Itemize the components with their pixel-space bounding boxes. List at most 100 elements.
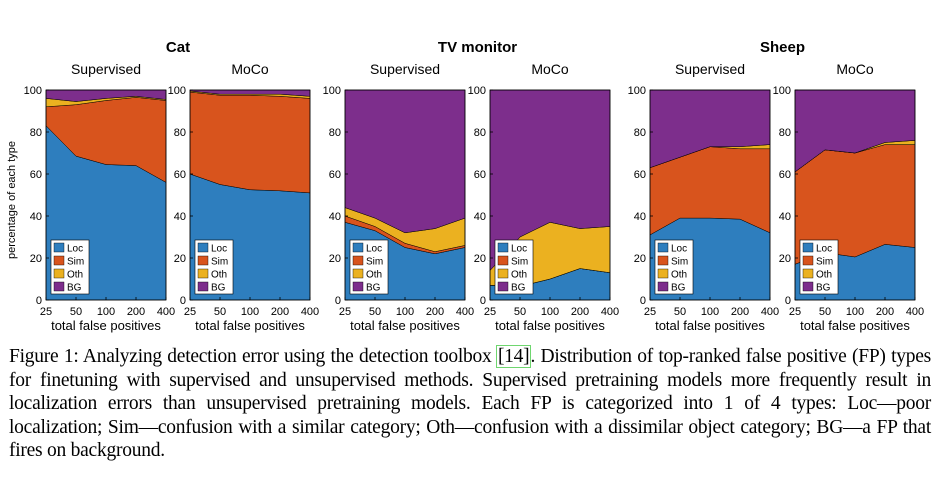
- panel-tv-monitor-supervised-xtick-label: 25: [339, 306, 351, 318]
- panel-tv-monitor-supervised-legend-swatch-oth: [352, 268, 364, 279]
- panel-sheep-moco-title: MoCo: [836, 61, 874, 77]
- panel-tv-monitor-moco-ytick-label: 100: [468, 85, 486, 97]
- panel-sheep-moco-xlabel: total false positives: [800, 318, 910, 333]
- panel-sheep-supervised-ytick-label: 80: [634, 127, 646, 139]
- panel-sheep-supervised-legend-swatch-loc: [657, 242, 669, 253]
- panel-sheep-moco-xtick-label: 100: [846, 306, 864, 318]
- panel-tv-monitor-moco-legend-swatch-loc: [497, 242, 509, 253]
- panel-tv-monitor-supervised-xlabel: total false positives: [350, 318, 460, 333]
- panel-sheep-supervised-ytick-label: 0: [640, 295, 646, 307]
- panel-cat-moco-ytick-label: 100: [168, 85, 186, 97]
- panel-tv-monitor-moco-xtick-label: 400: [601, 306, 619, 318]
- panel-tv-monitor-supervised-legend-label-sim: Sim: [366, 257, 383, 268]
- group-title-sheep: Sheep: [760, 39, 805, 56]
- panel-sheep-supervised-title: Supervised: [675, 61, 745, 77]
- panel-tv-monitor-moco-xlabel: total false positives: [495, 318, 605, 333]
- panel-sheep-moco-legend-label-sim: Sim: [816, 257, 833, 268]
- panel-cat-supervised-legend-label-loc: Loc: [67, 244, 83, 255]
- panel-tv-monitor-supervised-ytick-label: 0: [335, 295, 341, 307]
- caption-text: Figure 1: Analyzing detection error usin…: [9, 346, 497, 367]
- panel-cat-supervised-xtick-label: 50: [70, 306, 82, 318]
- panel-sheep-supervised-ytick-label: 60: [634, 169, 646, 181]
- panel-sheep-supervised-legend-swatch-bg: [657, 281, 669, 292]
- panel-sheep-supervised-xtick-label: 25: [644, 306, 656, 318]
- y-axis-label: percentage of each type: [6, 141, 18, 259]
- panel-cat-supervised-xlabel: total false positives: [51, 318, 161, 333]
- panel-tv-monitor-supervised-ytick-label: 40: [329, 211, 341, 223]
- panel-tv-monitor-moco-legend-label-loc: Loc: [511, 244, 527, 255]
- panel-tv-monitor-moco-ytick-label: 40: [474, 211, 486, 223]
- panel-cat-moco-legend-label-oth: Oth: [211, 270, 227, 281]
- panel-sheep-supervised-legend-label-sim: Sim: [671, 257, 688, 268]
- panel-sheep-moco-ytick-label: 20: [779, 253, 791, 265]
- panel-tv-monitor-moco-legend-label-sim: Sim: [511, 257, 528, 268]
- panel-tv-monitor-moco-xtick-label: 50: [514, 306, 526, 318]
- panel-tv-monitor-moco-legend-swatch-bg: [497, 281, 509, 292]
- caption-text-rest: . Distribution of top-ranked false posit…: [9, 346, 932, 461]
- panel-cat-moco-title: MoCo: [231, 61, 269, 77]
- panel-cat-moco-xtick-label: 400: [301, 306, 319, 318]
- panel-sheep-supervised-xlabel: total false positives: [655, 318, 765, 333]
- panel-sheep-supervised-ytick-label: 40: [634, 211, 646, 223]
- panel-tv-monitor-moco-legend-label-bg: BG: [511, 283, 526, 294]
- panel-cat-supervised-legend-label-bg: BG: [67, 283, 82, 294]
- panel-sheep-moco-ytick-label: 0: [785, 295, 791, 307]
- panel-cat-supervised-xtick-label: 25: [40, 306, 52, 318]
- panel-sheep-moco-legend-swatch-bg: [802, 281, 814, 292]
- panel-sheep-moco-ytick-label: 80: [779, 127, 791, 139]
- panel-cat-supervised-ytick-label: 40: [30, 211, 42, 223]
- panel-cat-moco-legend-swatch-bg: [197, 281, 209, 292]
- panel-tv-monitor-supervised-xtick-label: 50: [369, 306, 381, 318]
- panel-sheep-supervised-legend-swatch-oth: [657, 268, 669, 279]
- panel-sheep-supervised-xtick-label: 100: [701, 306, 719, 318]
- panel-tv-monitor-supervised-ytick-label: 100: [323, 85, 341, 97]
- panel-tv-monitor-supervised-xtick-label: 100: [396, 306, 414, 318]
- panel-sheep-moco-legend-label-loc: Loc: [816, 244, 832, 255]
- panel-cat-moco-ytick-label: 0: [180, 295, 186, 307]
- panel-sheep-moco-ytick-label: 100: [773, 85, 791, 97]
- panel-sheep-moco-ytick-label: 60: [779, 169, 791, 181]
- panel-cat-moco-ytick-label: 80: [174, 127, 186, 139]
- panel-tv-monitor-moco-legend-swatch-sim: [497, 255, 509, 266]
- panel-tv-monitor-supervised-legend-swatch-sim: [352, 255, 364, 266]
- panel-sheep-moco-legend-label-oth: Oth: [816, 270, 832, 281]
- panel-tv-monitor-supervised-ytick-label: 20: [329, 253, 341, 265]
- panel-tv-monitor-moco-ytick-label: 80: [474, 127, 486, 139]
- panel-sheep-moco-legend-swatch-sim: [802, 255, 814, 266]
- panel-sheep-moco-legend-swatch-loc: [802, 242, 814, 253]
- panel-cat-moco-ytick-label: 40: [174, 211, 186, 223]
- group-title-tv-monitor: TV monitor: [438, 39, 517, 56]
- panel-tv-monitor-supervised-legend-swatch-bg: [352, 281, 364, 292]
- panel-tv-monitor-supervised-legend-swatch-loc: [352, 242, 364, 253]
- panel-tv-monitor-supervised-ytick-label: 80: [329, 127, 341, 139]
- panel-sheep-moco-xtick-label: 25: [789, 306, 801, 318]
- panel-tv-monitor-moco-legend-swatch-oth: [497, 268, 509, 279]
- panel-sheep-supervised-xtick-label: 400: [761, 306, 779, 318]
- panel-sheep-moco-xtick-label: 50: [819, 306, 831, 318]
- panel-sheep-moco-legend-label-bg: BG: [816, 283, 831, 294]
- panel-tv-monitor-supervised-title: Supervised: [370, 61, 440, 77]
- panel-tv-monitor-supervised-ytick-label: 60: [329, 169, 341, 181]
- citation-link[interactable]: [14]: [495, 345, 532, 368]
- panel-cat-moco-xtick-label: 50: [214, 306, 226, 318]
- panel-cat-supervised-xtick-label: 100: [97, 306, 115, 318]
- panel-tv-monitor-moco-ytick-label: 20: [474, 253, 486, 265]
- panel-cat-moco-legend-label-bg: BG: [211, 283, 226, 294]
- panel-sheep-supervised-ytick-label: 100: [628, 85, 646, 97]
- panel-tv-monitor-supervised-area-bg: [344, 89, 466, 234]
- panel-cat-supervised-ytick-label: 20: [30, 253, 42, 265]
- panel-sheep-supervised-xtick-label: 200: [731, 306, 749, 318]
- panel-cat-supervised-ytick-label: 100: [24, 85, 42, 97]
- panel-cat-moco-legend-swatch-loc: [197, 242, 209, 253]
- panel-tv-monitor-moco-legend-label-oth: Oth: [511, 270, 527, 281]
- panel-cat-supervised-legend-swatch-sim: [53, 255, 65, 266]
- panel-sheep-moco-xtick-label: 400: [906, 306, 924, 318]
- panel-cat-moco-xtick-label: 100: [241, 306, 259, 318]
- panel-cat-supervised-ytick-label: 60: [30, 169, 42, 181]
- panel-cat-supervised-legend-label-oth: Oth: [67, 270, 83, 281]
- panel-tv-monitor-moco-xtick-label: 25: [484, 306, 496, 318]
- panel-cat-supervised-legend-swatch-bg: [53, 281, 65, 292]
- figure-caption: Figure 1: Analyzing detection error usin…: [9, 345, 931, 463]
- panel-cat-moco-xtick-label: 25: [184, 306, 196, 318]
